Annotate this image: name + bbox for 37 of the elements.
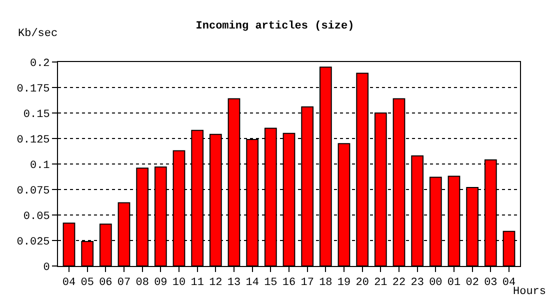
- x-tick-label: 07: [117, 277, 131, 290]
- x-tick-label: 02: [466, 277, 479, 290]
- y-tick-label: 0.025: [16, 236, 50, 248]
- x-tick-label: 21: [374, 277, 388, 290]
- y-tick-label: 0.075: [16, 185, 50, 198]
- x-tick-label: 04: [502, 277, 516, 290]
- x-tick-label: 15: [264, 277, 278, 290]
- y-tick-label: 0.05: [23, 210, 50, 223]
- y-axis-title: Kb/sec: [18, 28, 58, 40]
- x-tick-label: 17: [300, 277, 314, 290]
- x-tick-label: 14: [246, 277, 260, 290]
- x-tick-label: 06: [99, 277, 112, 290]
- x-tick-label: 13: [227, 277, 241, 290]
- x-tick-label: 19: [337, 277, 351, 290]
- x-tick-label: 16: [282, 277, 296, 290]
- x-tick-label: 04: [62, 277, 76, 290]
- x-tick-label: 12: [209, 277, 222, 290]
- x-tick-label: 08: [136, 277, 149, 290]
- x-tick-label: 00: [429, 277, 442, 290]
- x-tick-label: 10: [172, 277, 186, 290]
- y-tick-label: 0.125: [16, 134, 50, 146]
- y-tick-label: 0.175: [16, 83, 50, 96]
- x-tick-label: 23: [410, 277, 424, 290]
- x-tick-label: 01: [447, 277, 461, 290]
- y-tick-label: 0.1: [30, 160, 50, 172]
- x-axis-title: Hours: [513, 286, 546, 298]
- x-tick-label: 09: [154, 277, 168, 290]
- y-tick-label: 0: [43, 262, 50, 274]
- x-tick-label: 03: [484, 277, 498, 290]
- x-tick-label: 18: [319, 277, 332, 290]
- y-tick-label: 0.15: [23, 108, 50, 121]
- x-tick-label: 20: [356, 277, 369, 290]
- x-tick-label: 05: [80, 277, 94, 290]
- x-tick-label: 11: [190, 277, 204, 290]
- y-tick-label: 0.2: [30, 58, 50, 70]
- chart-title: Incoming articles (size): [196, 20, 354, 33]
- x-tick-label: 22: [392, 277, 406, 290]
